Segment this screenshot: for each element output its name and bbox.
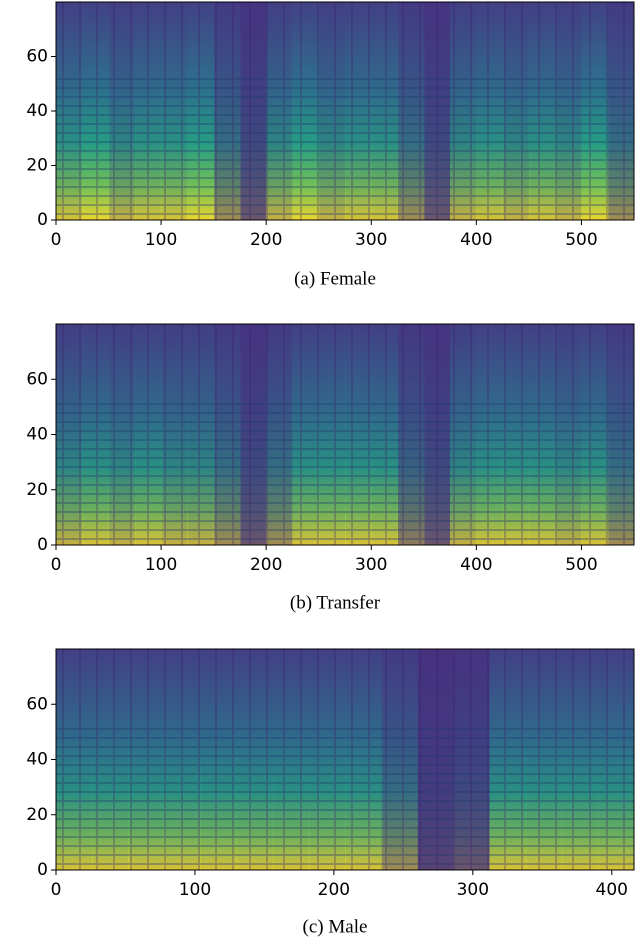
texture bbox=[56, 649, 634, 870]
x-tick-label: 400 bbox=[460, 230, 492, 250]
spectrogram-cell bbox=[56, 649, 93, 870]
spectrogram-cell bbox=[134, 324, 162, 545]
spectrogram-cell bbox=[56, 2, 83, 220]
spectrogram-cell bbox=[266, 2, 293, 220]
y-tick-label: 40 bbox=[26, 425, 48, 445]
spectrogram-cell bbox=[476, 324, 504, 545]
spectrogram-cell bbox=[345, 2, 372, 220]
spectrogram-cell bbox=[308, 649, 346, 870]
x-tick-label: 500 bbox=[565, 230, 597, 250]
x-tick-label: 500 bbox=[565, 555, 597, 575]
x-tick-label: 100 bbox=[145, 555, 177, 575]
spectrogram-cell bbox=[489, 649, 527, 870]
spectrogram-cell bbox=[134, 2, 162, 220]
spectrogram-cell bbox=[164, 649, 201, 870]
spectrogram-cell bbox=[345, 649, 382, 870]
spectrogram-cell bbox=[453, 649, 490, 870]
spectrogram-cell bbox=[239, 324, 267, 545]
y-tick-label: 0 bbox=[37, 860, 48, 880]
x-tick-label: 300 bbox=[457, 880, 489, 900]
y-tick-label: 0 bbox=[37, 535, 48, 555]
spectrogram-cell bbox=[371, 2, 399, 220]
x-tick-label: 400 bbox=[596, 880, 628, 900]
spectrogram-cell bbox=[476, 2, 504, 220]
spectrogram-cell bbox=[502, 324, 530, 545]
spectrogram-cell bbox=[213, 324, 241, 545]
spectrogram-cell bbox=[292, 324, 320, 545]
spectrogram-cell bbox=[528, 2, 556, 220]
x-tick-label: 400 bbox=[460, 555, 492, 575]
spectrogram-cell bbox=[292, 2, 320, 220]
spectrogram-cell bbox=[318, 324, 346, 545]
y-tick-label: 20 bbox=[26, 156, 48, 176]
y-tick-label: 40 bbox=[26, 101, 48, 121]
spectrogram-cell bbox=[417, 649, 454, 870]
y-tick-label: 20 bbox=[26, 805, 48, 825]
y-tick-label: 60 bbox=[26, 369, 48, 389]
x-tick-label: 0 bbox=[51, 555, 62, 575]
spectrogram-cell bbox=[266, 324, 293, 545]
spectrogram-cell bbox=[581, 324, 609, 545]
caption: (b) Transfer bbox=[290, 592, 381, 613]
spectrogram-cell bbox=[581, 2, 609, 220]
spectrogram-cell bbox=[397, 324, 425, 545]
spectrogram-cell bbox=[607, 324, 635, 545]
x-tick-label: 200 bbox=[318, 880, 350, 900]
spectrogram-cell bbox=[607, 2, 635, 220]
x-tick-label: 0 bbox=[51, 230, 62, 250]
spectrogram-cell bbox=[236, 649, 274, 870]
spectrogram-cell bbox=[272, 649, 310, 870]
spectrogram-cell bbox=[92, 649, 129, 870]
x-tick-label: 100 bbox=[179, 880, 211, 900]
x-tick-label: 300 bbox=[355, 230, 387, 250]
spectrogram-cell bbox=[161, 2, 188, 220]
spectrogram-cell bbox=[128, 649, 165, 870]
spectrogram-cell bbox=[423, 2, 451, 220]
spectrogram-cell bbox=[555, 324, 582, 545]
y-tick-label: 0 bbox=[37, 210, 48, 230]
spectrogram-cell bbox=[200, 649, 238, 870]
y-tick-label: 60 bbox=[26, 694, 48, 714]
y-tick-label: 40 bbox=[26, 750, 48, 770]
spectrogram-cell bbox=[187, 2, 215, 220]
y-tick-label: 20 bbox=[26, 480, 48, 500]
spectrogram-cell bbox=[161, 324, 188, 545]
x-tick-label: 300 bbox=[355, 555, 387, 575]
spectrogram-cell bbox=[345, 324, 372, 545]
y-tick-label: 60 bbox=[26, 47, 48, 67]
spectrogram-cell bbox=[561, 649, 599, 870]
spectrogram-cell bbox=[108, 2, 136, 220]
spectrogram-cell bbox=[502, 2, 530, 220]
texture bbox=[56, 2, 634, 220]
spectrogram-cell bbox=[108, 324, 136, 545]
x-tick-label: 200 bbox=[250, 230, 282, 250]
spectrogram-cell bbox=[423, 324, 451, 545]
spectrogram-cell bbox=[239, 2, 267, 220]
spectrogram-cell bbox=[318, 2, 346, 220]
x-tick-label: 100 bbox=[145, 230, 177, 250]
spectrogram-cell bbox=[187, 324, 215, 545]
spectrogram-cell bbox=[528, 324, 556, 545]
spectrogram-cell bbox=[213, 2, 241, 220]
spectrogram-cell bbox=[525, 649, 563, 870]
spectrogram-cell bbox=[56, 324, 83, 545]
spectrogram-cell bbox=[381, 649, 418, 870]
spectrogram-cell bbox=[82, 324, 110, 545]
spectrogram-cell bbox=[597, 649, 635, 870]
caption: (c) Male bbox=[303, 916, 368, 937]
x-tick-label: 0 bbox=[51, 880, 62, 900]
spectrogram-cell bbox=[450, 324, 477, 545]
spectrogram-cell bbox=[555, 2, 582, 220]
x-tick-label: 200 bbox=[250, 555, 282, 575]
spectrogram-cell bbox=[371, 324, 399, 545]
caption: (a) Female bbox=[294, 268, 376, 289]
texture bbox=[56, 324, 634, 545]
spectrogram-cell bbox=[82, 2, 110, 220]
spectrogram-cell bbox=[450, 2, 477, 220]
spectrogram-cell bbox=[397, 2, 425, 220]
